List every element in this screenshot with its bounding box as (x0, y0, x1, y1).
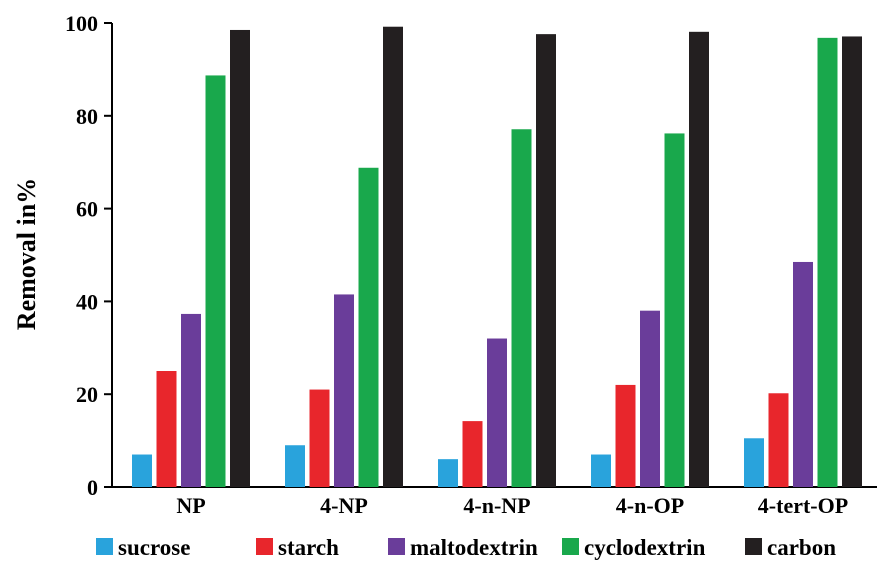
legend-label-cyclodextrin: cyclodextrin (584, 535, 706, 560)
x-tick-label: 4-n-OP (616, 493, 684, 518)
y-tick-label: 0 (87, 475, 98, 500)
y-axis-label: Removal in% (12, 178, 41, 330)
bar-maltodextrin-NP (181, 313, 201, 487)
x-tick-label: 4-NP (320, 493, 368, 518)
bar-maltodextrin-4-NP (334, 294, 354, 487)
bar-cyclodextrin-4-NP (358, 167, 379, 487)
y-tick-label: 80 (76, 104, 98, 129)
bar-cyclodextrin-4-tert-OP (817, 37, 838, 488)
legend: sucrose starch maltodextrin cyclodextrin car… (96, 535, 836, 560)
legend-label-sucrose: sucrose (118, 535, 190, 560)
bar-maltodextrin-4-tert-OP (793, 261, 813, 487)
bars (132, 26, 862, 488)
bar-maltodextrin-4-n-NP (487, 338, 507, 487)
bar-sucrose-4-n-OP (591, 454, 611, 487)
bar-cyclodextrin-4-n-NP (511, 129, 532, 488)
legend-swatch-cyclodextrin (562, 538, 579, 555)
bar-cyclodextrin-NP (205, 75, 226, 487)
bar-maltodextrin-4-n-OP (640, 310, 660, 487)
legend-swatch-maltodextrin (388, 538, 405, 555)
x-tick-labels: NP 4-NP 4-n-NP 4-n-OP 4-tert-OP (176, 493, 848, 518)
bar-sucrose-4-tert-OP (744, 438, 764, 487)
bar-carbon-NP (230, 29, 250, 488)
legend-label-maltodextrin: maltodextrin (410, 535, 538, 560)
bar-starch-NP (156, 371, 177, 487)
y-tick-label: 20 (76, 382, 98, 407)
bar-sucrose-NP (132, 454, 152, 487)
bar-carbon-4-NP (383, 26, 403, 487)
legend-label-carbon: carbon (767, 535, 836, 560)
x-tick-label: 4-tert-OP (758, 493, 848, 518)
x-tick-label: 4-n-NP (463, 493, 530, 518)
bar-starch-4-n-OP (615, 384, 636, 487)
bar-carbon-4-n-OP (689, 31, 709, 487)
legend-label-starch: starch (278, 535, 339, 560)
bar-sucrose-4-NP (285, 445, 305, 487)
x-tick-label: NP (176, 493, 205, 518)
bar-cyclodextrin-4-n-OP (664, 133, 685, 487)
bar-starch-4-NP (309, 389, 330, 487)
y-tick-label: 40 (76, 289, 98, 314)
y-ticks: 0 20 40 60 80 100 (65, 11, 112, 500)
y-tick-label: 60 (76, 197, 98, 222)
bar-starch-4-n-NP (462, 421, 483, 487)
legend-swatch-carbon (745, 538, 762, 555)
bar-starch-4-tert-OP (768, 393, 789, 487)
bar-carbon-4-tert-OP (842, 36, 862, 488)
legend-swatch-starch (256, 538, 273, 555)
legend-swatch-sucrose (96, 538, 113, 555)
y-tick-label: 100 (65, 11, 98, 36)
bar-sucrose-4-n-NP (438, 459, 458, 487)
bar-carbon-4-n-NP (536, 34, 556, 488)
